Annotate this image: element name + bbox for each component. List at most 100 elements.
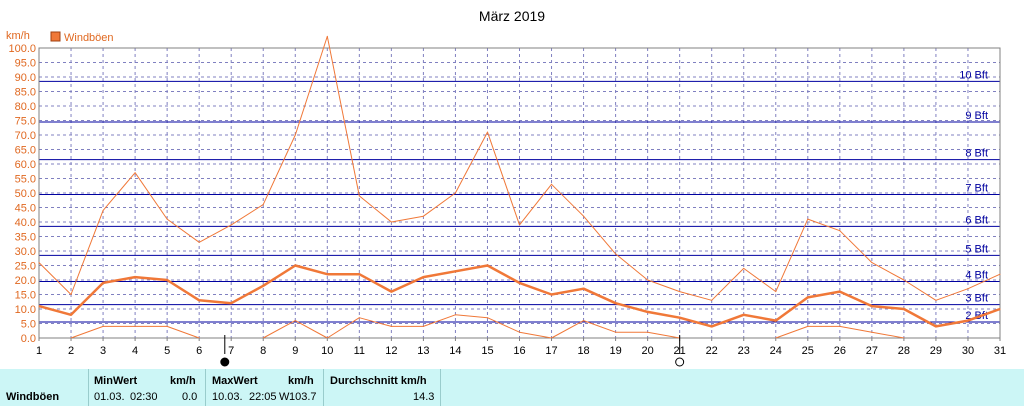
series-max-point-16 (519, 224, 520, 226)
y-tick-label-14: 70.0 (15, 130, 36, 142)
x-tick-label-22: 23 (738, 345, 750, 357)
series-max-point-4 (134, 172, 136, 174)
max-header: MaxWert (212, 375, 258, 387)
x-tick-label-15: 16 (513, 345, 525, 357)
y-tick-label-11: 55.0 (15, 174, 36, 186)
series-min-point-26 (839, 325, 841, 327)
series-min-point-20 (647, 331, 649, 333)
x-tick-label-29: 30 (962, 345, 974, 357)
moon-phases (220, 335, 685, 367)
min-header: MinWert (94, 375, 138, 387)
x-tick-label-19: 20 (642, 345, 654, 357)
x-tick-label-14: 15 (481, 345, 493, 357)
series-avg-point-21 (679, 317, 681, 319)
series-avg-point-11 (358, 273, 360, 275)
x-tick-label-3: 4 (132, 345, 138, 357)
x-tick-label-21: 22 (706, 345, 718, 357)
series-max-point-21 (679, 291, 681, 293)
x-tick-label-24: 25 (802, 345, 814, 357)
series-min-point-15 (486, 317, 488, 319)
avg-header: Durchschnitt km/h (330, 375, 427, 387)
x-tick-label-23: 24 (770, 345, 782, 357)
series-avg-point-6 (198, 299, 200, 301)
beaufort-label-4: 6 Bft (965, 214, 988, 226)
legend-swatch (50, 31, 61, 42)
series-avg-point-12 (390, 291, 392, 293)
x-tick-label-5: 6 (196, 345, 202, 357)
y-tick-label-8: 40.0 (15, 217, 36, 229)
series-max-point-9 (294, 134, 296, 136)
legend-label: Windböen (64, 32, 114, 44)
series-max-point-3 (102, 209, 104, 211)
series-max-point-2 (70, 294, 72, 295)
min-date: 01.03. (94, 391, 125, 403)
series-min-point-12 (390, 325, 392, 327)
series-min-point-4 (134, 325, 136, 327)
x-tick-label-7: 8 (260, 345, 266, 357)
series-min-point-25 (807, 325, 809, 327)
summary-table: Windböen MinWert km/h 01.03. 02:30 0.0 M… (0, 369, 1024, 406)
series-avg-point-9 (294, 265, 296, 266)
series-max-point-27 (871, 262, 873, 264)
x-tick-label-27: 28 (898, 345, 910, 357)
y-tick-label-16: 80.0 (15, 101, 36, 113)
y-tick-label-7: 35.0 (15, 232, 36, 244)
series-min-point-27 (871, 331, 873, 333)
new-moon-icon (220, 357, 230, 367)
grid (38, 47, 1001, 339)
min-time: 02:30 (130, 391, 158, 403)
x-tick-label-0: 1 (36, 345, 42, 357)
beaufort-label-1: 3 Bft (965, 293, 988, 305)
beaufort-label-6: 8 Bft (965, 148, 988, 160)
series-max-point-7 (230, 224, 232, 226)
series-avg-point-28 (903, 308, 905, 310)
y-tick-label-2: 10.0 (15, 304, 36, 316)
max-time: 22:05 (249, 391, 277, 403)
series-avg-point-4 (134, 276, 136, 278)
series-avg-point-8 (262, 285, 264, 287)
beaufort-label-2: 4 Bft (965, 269, 988, 281)
beaufort-label-3: 5 Bft (965, 243, 988, 255)
y-tick-label-18: 90.0 (15, 72, 36, 84)
series-max-point-13 (422, 215, 424, 217)
series-min-point-3 (102, 325, 104, 327)
y-tick-label-12: 60.0 (15, 159, 36, 171)
series-avg-point-18 (583, 288, 585, 290)
series-min-point-11 (358, 317, 360, 319)
y-tick-label-15: 75.0 (15, 116, 36, 128)
x-tick-label-28: 29 (930, 345, 942, 357)
series-avg-point-16 (519, 282, 520, 284)
series-avg-point-10 (326, 273, 328, 275)
series-avg-point-24 (775, 320, 777, 322)
series-avg-point-14 (454, 270, 456, 272)
series-max-point-30 (967, 288, 969, 290)
y-tick-label-19: 95.0 (15, 58, 36, 70)
series-avg-point-3 (102, 282, 104, 284)
y-axis-label: km/h (6, 30, 30, 42)
series-avg-point-25 (807, 296, 809, 298)
beaufort-label-5: 7 Bft (965, 182, 988, 194)
y-tick-label-3: 15.0 (15, 290, 36, 302)
series-max-point-12 (390, 221, 392, 223)
series-max-point-17 (551, 183, 553, 185)
x-tick-label-18: 19 (609, 345, 621, 357)
series-min-point-9 (294, 320, 296, 322)
series-min-point-14 (454, 314, 456, 316)
series-min-point-13 (422, 325, 424, 327)
summary-row-label: Windböen (6, 391, 60, 403)
x-tick-label-12: 13 (417, 345, 429, 357)
max-date: 10.03. (212, 391, 243, 403)
series-max-point-20 (647, 279, 649, 281)
x-tick-labels: 1 2 3 4 5 6 7 8 9 10 11 12 13 14 15 16 17 18 19 20 21 22 23 24 2… (36, 338, 1006, 357)
max-value: 103.7 (289, 391, 317, 403)
series-max-point-15 (486, 131, 488, 133)
beaufort-label-7: 9 Bft (965, 110, 988, 122)
x-tick-label-30: 31 (994, 345, 1006, 357)
y-tick-labels: 0.0 5.0 10.0 15.0 20.0 25.0 30.0 35.0 40.0 45.0 50… (8, 43, 36, 345)
max-unit: km/h (288, 375, 314, 387)
series-avg-point-19 (615, 302, 617, 304)
series-avg-point-2 (70, 314, 72, 316)
series-avg-point-1 (38, 305, 40, 307)
